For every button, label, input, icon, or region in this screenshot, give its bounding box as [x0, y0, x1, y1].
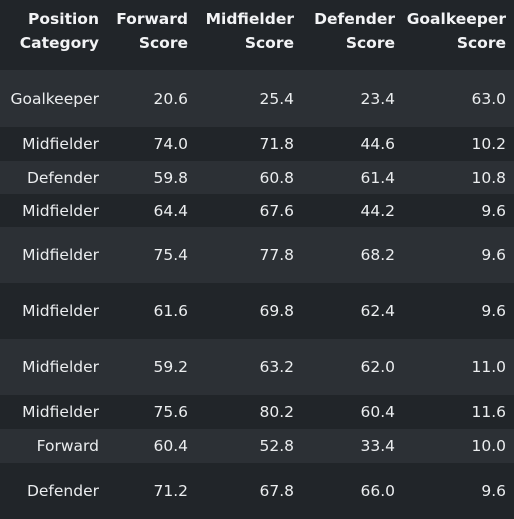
cell-defender-score: 44.6: [360, 135, 395, 153]
cell-midfielder-score: 67.6: [259, 201, 294, 220]
cell-forward-score: 75.4: [153, 246, 188, 264]
cell-goalkeeper-score: 11.6: [471, 403, 506, 421]
cell-forward-score: 59.2: [153, 358, 188, 376]
cell-position: Midfielder: [22, 302, 99, 320]
cell-goalkeeper-score: 10.2: [471, 135, 506, 153]
cell-midfielder-score: 67.8: [259, 482, 294, 500]
cell-forward-score: 64.4: [153, 201, 188, 220]
cell-goalkeeper-score: 9.6: [481, 246, 506, 264]
cell-forward-score: 71.2: [153, 482, 188, 500]
header-goalkeeper-score: Goalkeeper Score: [406, 10, 506, 52]
cell-goalkeeper-score: 10.8: [471, 168, 506, 187]
cell-forward-score: 74.0: [153, 135, 188, 153]
header-defender-score: Defender Score: [314, 10, 395, 52]
cell-position: Defender: [26, 482, 99, 500]
cell-forward-score: 75.6: [153, 403, 188, 421]
cell-midfielder-score: 25.4: [259, 89, 294, 108]
cell-forward-score: 59.8: [153, 168, 188, 187]
cell-goalkeeper-score: 9.6: [481, 482, 506, 500]
cell-forward-score: 61.6: [153, 302, 188, 320]
header-position-category: Position Category: [19, 10, 99, 52]
cell-defender-score: 44.2: [360, 201, 395, 220]
cell-goalkeeper-score: 63.0: [471, 89, 506, 108]
table-row: Midfielder 75.4 77.8 68.2 9.6: [0, 227, 514, 283]
cell-defender-score: 62.0: [360, 358, 395, 376]
table-row: Forward 60.4 52.8 33.4 10.0: [0, 429, 514, 463]
table-row: Midfielder 74.0 71.8 44.6 10.2: [0, 127, 514, 161]
cell-position: Goalkeeper: [10, 89, 99, 108]
cell-defender-score: 23.4: [360, 89, 395, 108]
header-row: Position Category Forward Score Midfielder…: [0, 0, 514, 70]
table-row: Midfielder 64.4 67.6 44.2 9.6: [0, 194, 514, 227]
cell-midfielder-score: 69.8: [259, 302, 294, 320]
cell-goalkeeper-score: 11.0: [471, 358, 506, 376]
cell-midfielder-score: 63.2: [259, 358, 294, 376]
cell-goalkeeper-score: 9.6: [481, 201, 506, 220]
cell-position: Midfielder: [22, 246, 99, 264]
cell-position: Forward: [36, 437, 99, 455]
cell-forward-score: 60.4: [153, 437, 188, 455]
cell-goalkeeper-score: 9.6: [481, 302, 506, 320]
cell-defender-score: 66.0: [360, 482, 395, 500]
cell-position: Defender: [26, 168, 99, 187]
cell-midfielder-score: 60.8: [259, 168, 294, 187]
table-row: Goalkeeper 20.6 25.4 23.4 63.0: [0, 70, 514, 127]
cell-defender-score: 60.4: [360, 403, 395, 421]
cell-position: Midfielder: [22, 201, 99, 220]
cell-position: Midfielder: [22, 358, 99, 376]
cell-position: Midfielder: [22, 135, 99, 153]
header-midfielder-score: Midfielder Score: [205, 10, 294, 52]
cell-midfielder-score: 52.8: [259, 437, 294, 455]
cell-position: Midfielder: [22, 403, 99, 421]
table-row: Midfielder 75.6 80.2 60.4 11.6: [0, 395, 514, 429]
header-forward-score: Forward Score: [116, 10, 188, 52]
cell-goalkeeper-score: 10.0: [471, 437, 506, 455]
table-row: Midfielder 61.6 69.8 62.4 9.6: [0, 283, 514, 339]
table-row: Defender 59.8 60.8 61.4 10.8: [0, 161, 514, 194]
cell-defender-score: 68.2: [360, 246, 395, 264]
cell-defender-score: 61.4: [360, 168, 395, 187]
table-row: Defender 71.2 67.8 66.0 9.6: [0, 463, 514, 519]
cell-midfielder-score: 77.8: [259, 246, 294, 264]
cell-midfielder-score: 71.8: [259, 135, 294, 153]
cell-midfielder-score: 80.2: [259, 403, 294, 421]
cell-defender-score: 62.4: [360, 302, 395, 320]
table-row: Midfielder 59.2 63.2 62.0 11.0: [0, 339, 514, 395]
cell-forward-score: 20.6: [153, 89, 188, 108]
cell-defender-score: 33.4: [360, 437, 395, 455]
